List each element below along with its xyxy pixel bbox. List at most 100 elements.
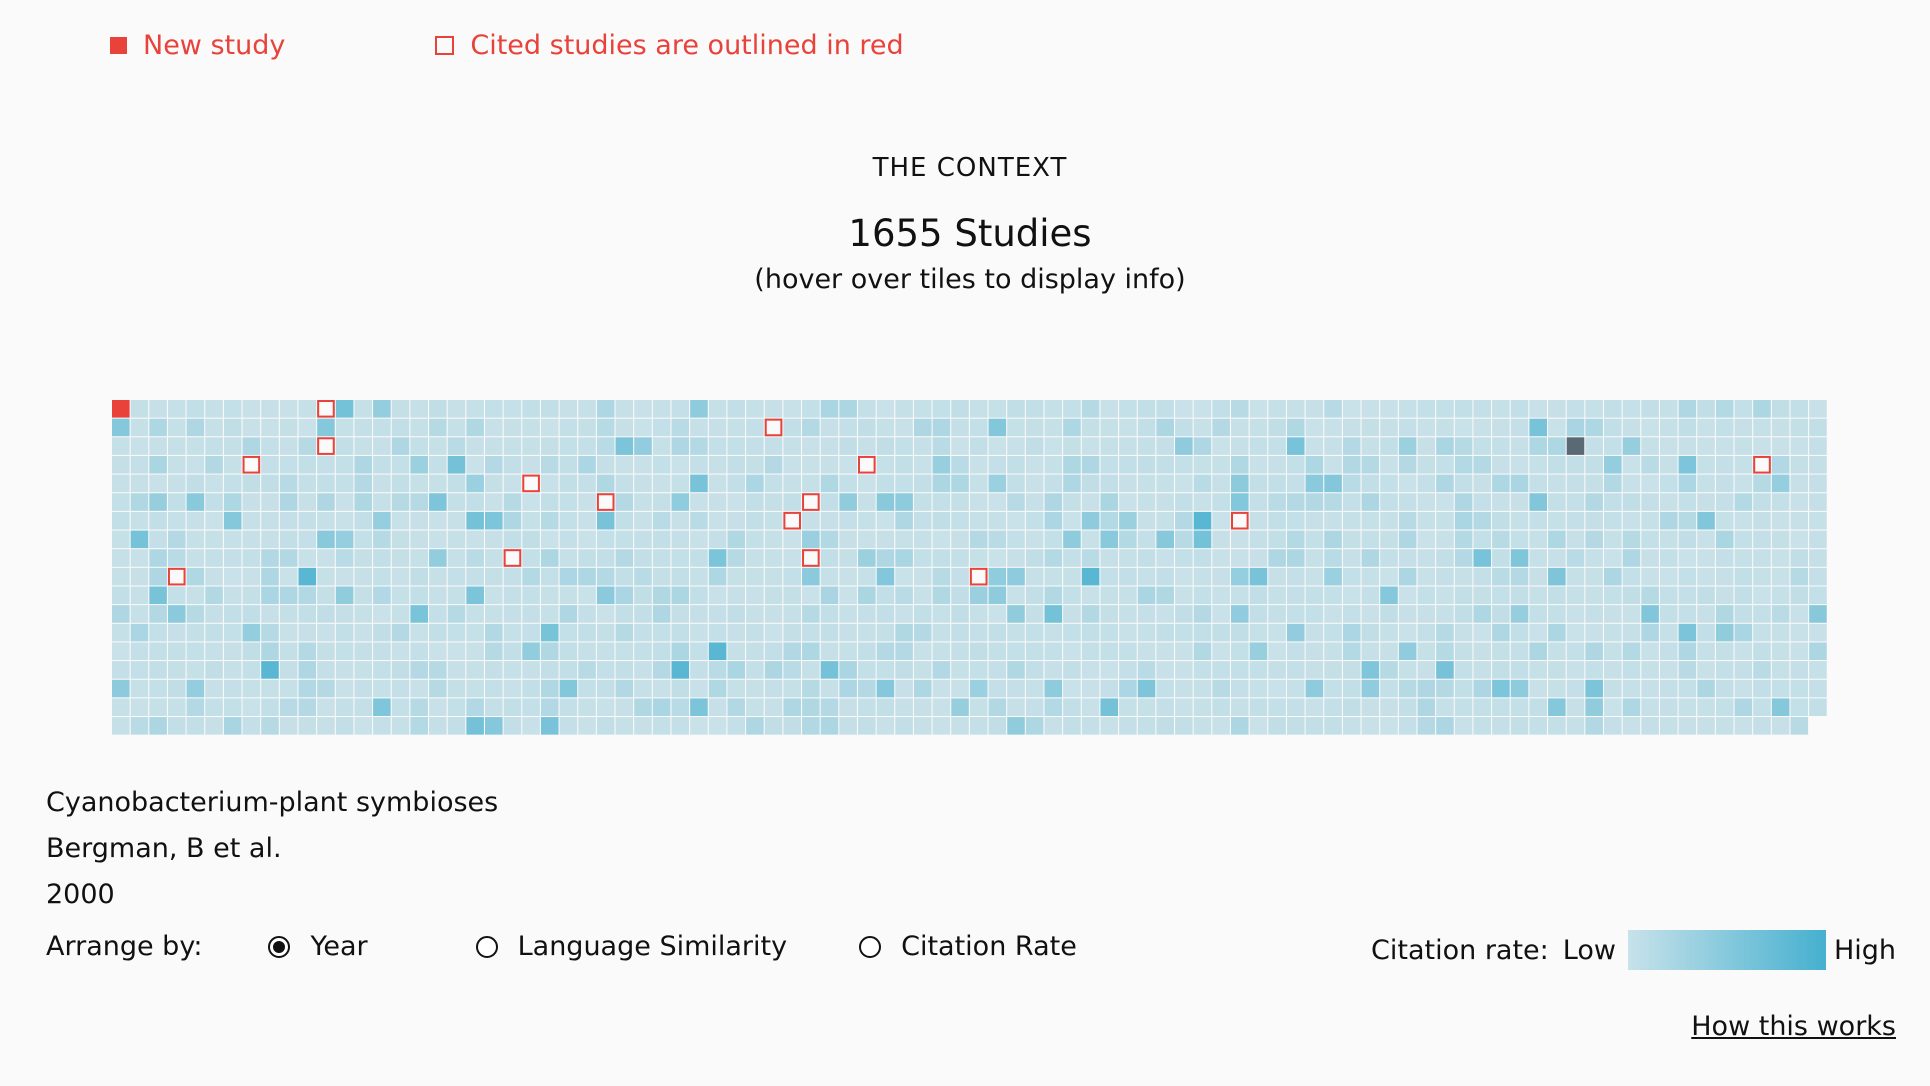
study-tile[interactable] <box>1268 418 1286 437</box>
study-tile[interactable] <box>708 586 727 605</box>
study-tile[interactable] <box>1398 679 1417 698</box>
radio-language-similarity-icon[interactable] <box>475 935 498 958</box>
study-tile[interactable] <box>1678 717 1697 735</box>
study-tile[interactable] <box>1305 679 1324 698</box>
study-tile[interactable] <box>373 455 391 474</box>
study-tile[interactable] <box>1398 661 1417 679</box>
study-tile[interactable] <box>1697 567 1715 586</box>
study-tile[interactable] <box>1492 717 1510 735</box>
study-tile[interactable] <box>652 549 671 567</box>
study-tile[interactable] <box>690 437 708 455</box>
study-tile[interactable] <box>913 511 932 530</box>
study-tile[interactable] <box>130 586 149 605</box>
study-tile[interactable] <box>1454 623 1473 642</box>
cited-study-tile[interactable] <box>317 400 335 418</box>
study-tile[interactable] <box>1734 437 1753 455</box>
study-tile[interactable] <box>1342 605 1361 623</box>
study-tile[interactable] <box>615 661 634 679</box>
study-tile[interactable] <box>820 511 839 530</box>
study-tile[interactable] <box>1361 623 1380 642</box>
study-tile[interactable] <box>858 698 876 716</box>
study-tile[interactable] <box>503 437 522 455</box>
study-tile[interactable] <box>335 586 354 605</box>
study-tile[interactable] <box>895 623 913 642</box>
study-tile[interactable] <box>1790 418 1809 437</box>
study-tile[interactable] <box>634 605 652 623</box>
study-tile[interactable] <box>540 455 559 474</box>
study-tile[interactable] <box>783 530 801 549</box>
study-tile[interactable] <box>205 605 223 623</box>
study-tile[interactable] <box>1454 698 1473 716</box>
study-tile[interactable] <box>1417 661 1436 679</box>
study-tile[interactable] <box>373 661 391 679</box>
study-tile[interactable] <box>466 605 484 623</box>
study-tile[interactable] <box>1081 679 1100 698</box>
study-tile[interactable] <box>1790 400 1809 418</box>
study-tile[interactable] <box>876 605 895 623</box>
study-tile[interactable] <box>1025 661 1044 679</box>
study-tile[interactable] <box>317 605 335 623</box>
study-tile[interactable] <box>522 418 540 437</box>
cited-study-tile[interactable] <box>242 455 261 474</box>
study-tile[interactable] <box>1063 567 1081 586</box>
study-tile[interactable] <box>1454 642 1473 661</box>
study-tile[interactable] <box>1585 679 1603 698</box>
study-tile[interactable] <box>1753 530 1771 549</box>
study-tile[interactable] <box>1715 717 1734 735</box>
study-tile[interactable] <box>1025 530 1044 549</box>
study-tile[interactable] <box>1548 400 1566 418</box>
study-tile[interactable] <box>1081 549 1100 567</box>
study-tile[interactable] <box>1622 493 1641 511</box>
study-tile[interactable] <box>1081 623 1100 642</box>
study-tile[interactable] <box>205 661 223 679</box>
study-tile[interactable] <box>1361 511 1380 530</box>
study-tile[interactable] <box>1436 549 1454 567</box>
study-tile[interactable] <box>335 474 354 493</box>
study-tile[interactable] <box>223 474 242 493</box>
study-tile[interactable] <box>1641 474 1659 493</box>
study-tile[interactable] <box>391 530 410 549</box>
study-tile[interactable] <box>820 661 839 679</box>
study-tile[interactable] <box>205 567 223 586</box>
study-tile[interactable] <box>988 400 1007 418</box>
study-tile[interactable] <box>1100 623 1119 642</box>
study-tile[interactable] <box>522 661 540 679</box>
study-tile[interactable] <box>820 586 839 605</box>
study-tile[interactable] <box>913 549 932 567</box>
study-tile[interactable] <box>1790 493 1809 511</box>
study-tile[interactable] <box>1380 400 1398 418</box>
study-tile[interactable] <box>373 474 391 493</box>
study-tile[interactable] <box>298 418 317 437</box>
study-tile[interactable] <box>1286 567 1305 586</box>
study-tile[interactable] <box>1809 661 1827 679</box>
study-tile[interactable] <box>1398 567 1417 586</box>
study-tile[interactable] <box>205 455 223 474</box>
study-tile[interactable] <box>410 605 428 623</box>
study-tile[interactable] <box>1753 679 1771 698</box>
study-tile[interactable] <box>690 623 708 642</box>
study-tile[interactable] <box>1380 455 1398 474</box>
study-tile[interactable] <box>1398 530 1417 549</box>
study-tile[interactable] <box>1249 567 1268 586</box>
study-tile[interactable] <box>1380 605 1398 623</box>
study-tile[interactable] <box>634 717 652 735</box>
study-tile[interactable] <box>242 400 261 418</box>
study-tile[interactable] <box>1454 717 1473 735</box>
study-tile[interactable] <box>522 605 540 623</box>
study-tile[interactable] <box>764 549 783 567</box>
study-tile[interactable] <box>1604 717 1622 735</box>
study-tile[interactable] <box>1436 400 1454 418</box>
study-tile[interactable] <box>1529 586 1547 605</box>
study-tile[interactable] <box>932 679 951 698</box>
study-tile[interactable] <box>820 530 839 549</box>
study-tile[interactable] <box>1529 567 1547 586</box>
study-tile[interactable] <box>149 698 167 716</box>
study-tile[interactable] <box>1622 698 1641 716</box>
study-tile[interactable] <box>1063 474 1081 493</box>
study-tile[interactable] <box>1398 549 1417 567</box>
study-tile[interactable] <box>652 474 671 493</box>
study-tile[interactable] <box>1231 661 1249 679</box>
study-tile[interactable] <box>820 605 839 623</box>
study-tile[interactable] <box>1398 511 1417 530</box>
study-tile[interactable] <box>913 698 932 716</box>
